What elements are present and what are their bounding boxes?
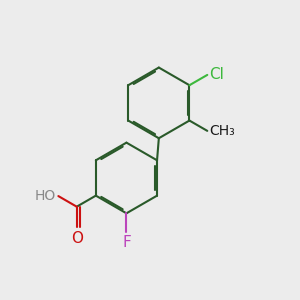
Text: O: O [71, 231, 83, 246]
Text: CH₃: CH₃ [209, 124, 235, 138]
Text: F: F [122, 236, 131, 250]
Text: Cl: Cl [209, 68, 224, 82]
Text: HO: HO [35, 189, 56, 203]
